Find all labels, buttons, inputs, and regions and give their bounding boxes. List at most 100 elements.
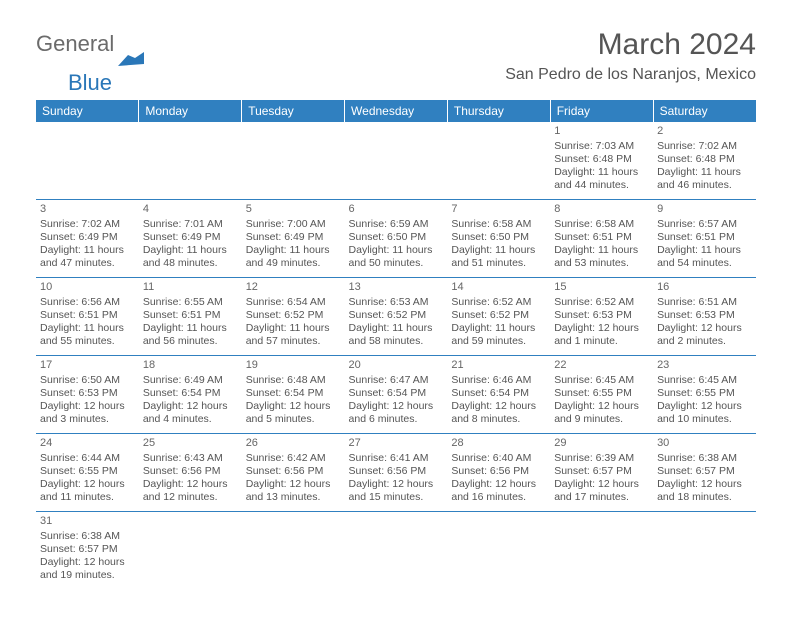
daylight-text: Daylight: 11 hours and 57 minutes. — [246, 322, 341, 348]
daylight-text: Daylight: 12 hours and 6 minutes. — [349, 400, 444, 426]
sunrise-text: Sunrise: 7:02 AM — [657, 140, 752, 153]
sunrise-text: Sunrise: 6:45 AM — [657, 374, 752, 387]
daylight-text: Daylight: 11 hours and 50 minutes. — [349, 244, 444, 270]
sunrise-text: Sunrise: 6:41 AM — [349, 452, 444, 465]
calendar-day-cell: 16Sunrise: 6:51 AMSunset: 6:53 PMDayligh… — [653, 278, 756, 356]
day-number: 20 — [349, 359, 444, 373]
calendar-empty-cell — [139, 512, 242, 590]
day-number: 7 — [451, 203, 546, 217]
calendar-day-cell: 11Sunrise: 6:55 AMSunset: 6:51 PMDayligh… — [139, 278, 242, 356]
day-number: 22 — [554, 359, 649, 373]
calendar-page: General Blue March 2024 San Pedro de los… — [0, 0, 792, 618]
day-number: 26 — [246, 437, 341, 451]
sunrise-text: Sunrise: 6:45 AM — [554, 374, 649, 387]
calendar-empty-cell — [447, 122, 550, 200]
day-number: 18 — [143, 359, 238, 373]
sunrise-text: Sunrise: 6:52 AM — [554, 296, 649, 309]
daylight-text: Daylight: 12 hours and 15 minutes. — [349, 478, 444, 504]
sunrise-text: Sunrise: 6:47 AM — [349, 374, 444, 387]
sunset-text: Sunset: 6:52 PM — [451, 309, 546, 322]
daylight-text: Daylight: 12 hours and 12 minutes. — [143, 478, 238, 504]
sunset-text: Sunset: 6:54 PM — [451, 387, 546, 400]
weekday-header: Sunday — [36, 100, 139, 122]
daylight-text: Daylight: 11 hours and 58 minutes. — [349, 322, 444, 348]
daylight-text: Daylight: 11 hours and 54 minutes. — [657, 244, 752, 270]
day-number: 8 — [554, 203, 649, 217]
daylight-text: Daylight: 12 hours and 2 minutes. — [657, 322, 752, 348]
weekday-header: Monday — [139, 100, 242, 122]
calendar-day-cell: 4Sunrise: 7:01 AMSunset: 6:49 PMDaylight… — [139, 200, 242, 278]
daylight-text: Daylight: 11 hours and 56 minutes. — [143, 322, 238, 348]
sunrise-text: Sunrise: 6:38 AM — [657, 452, 752, 465]
day-number: 3 — [40, 203, 135, 217]
daylight-text: Daylight: 12 hours and 9 minutes. — [554, 400, 649, 426]
daylight-text: Daylight: 11 hours and 59 minutes. — [451, 322, 546, 348]
calendar-day-cell: 8Sunrise: 6:58 AMSunset: 6:51 PMDaylight… — [550, 200, 653, 278]
daylight-text: Daylight: 11 hours and 44 minutes. — [554, 166, 649, 192]
calendar-day-cell: 29Sunrise: 6:39 AMSunset: 6:57 PMDayligh… — [550, 434, 653, 512]
daylight-text: Daylight: 12 hours and 3 minutes. — [40, 400, 135, 426]
weekday-header: Saturday — [653, 100, 756, 122]
calendar-empty-cell — [550, 512, 653, 590]
day-number: 5 — [246, 203, 341, 217]
day-number: 28 — [451, 437, 546, 451]
calendar-day-cell: 10Sunrise: 6:56 AMSunset: 6:51 PMDayligh… — [36, 278, 139, 356]
sunset-text: Sunset: 6:49 PM — [40, 231, 135, 244]
daylight-text: Daylight: 12 hours and 11 minutes. — [40, 478, 135, 504]
sunrise-text: Sunrise: 6:56 AM — [40, 296, 135, 309]
weekday-header: Tuesday — [242, 100, 345, 122]
sunset-text: Sunset: 6:51 PM — [554, 231, 649, 244]
sunrise-text: Sunrise: 6:52 AM — [451, 296, 546, 309]
calendar-day-cell: 14Sunrise: 6:52 AMSunset: 6:52 PMDayligh… — [447, 278, 550, 356]
calendar-day-cell: 31Sunrise: 6:38 AMSunset: 6:57 PMDayligh… — [36, 512, 139, 590]
sunset-text: Sunset: 6:49 PM — [246, 231, 341, 244]
sunrise-text: Sunrise: 6:43 AM — [143, 452, 238, 465]
day-number: 17 — [40, 359, 135, 373]
calendar-day-cell: 26Sunrise: 6:42 AMSunset: 6:56 PMDayligh… — [242, 434, 345, 512]
calendar-empty-cell — [653, 512, 756, 590]
sunrise-text: Sunrise: 6:53 AM — [349, 296, 444, 309]
day-number: 4 — [143, 203, 238, 217]
calendar-week-row: 10Sunrise: 6:56 AMSunset: 6:51 PMDayligh… — [36, 278, 756, 356]
daylight-text: Daylight: 12 hours and 5 minutes. — [246, 400, 341, 426]
calendar-day-cell: 5Sunrise: 7:00 AMSunset: 6:49 PMDaylight… — [242, 200, 345, 278]
sunset-text: Sunset: 6:51 PM — [657, 231, 752, 244]
calendar-day-cell: 13Sunrise: 6:53 AMSunset: 6:52 PMDayligh… — [345, 278, 448, 356]
day-number: 24 — [40, 437, 135, 451]
calendar-table: SundayMondayTuesdayWednesdayThursdayFrid… — [36, 100, 756, 590]
sunrise-text: Sunrise: 6:38 AM — [40, 530, 135, 543]
calendar-day-cell: 6Sunrise: 6:59 AMSunset: 6:50 PMDaylight… — [345, 200, 448, 278]
calendar-day-cell: 17Sunrise: 6:50 AMSunset: 6:53 PMDayligh… — [36, 356, 139, 434]
daylight-text: Daylight: 12 hours and 16 minutes. — [451, 478, 546, 504]
flag-icon — [118, 52, 144, 78]
sunrise-text: Sunrise: 7:01 AM — [143, 218, 238, 231]
weekday-header: Wednesday — [345, 100, 448, 122]
sunset-text: Sunset: 6:53 PM — [657, 309, 752, 322]
calendar-day-cell: 3Sunrise: 7:02 AMSunset: 6:49 PMDaylight… — [36, 200, 139, 278]
day-number: 31 — [40, 515, 135, 529]
day-number: 25 — [143, 437, 238, 451]
day-number: 29 — [554, 437, 649, 451]
daylight-text: Daylight: 11 hours and 49 minutes. — [246, 244, 341, 270]
daylight-text: Daylight: 11 hours and 46 minutes. — [657, 166, 752, 192]
daylight-text: Daylight: 12 hours and 19 minutes. — [40, 556, 135, 582]
calendar-day-cell: 22Sunrise: 6:45 AMSunset: 6:55 PMDayligh… — [550, 356, 653, 434]
daylight-text: Daylight: 11 hours and 47 minutes. — [40, 244, 135, 270]
sunset-text: Sunset: 6:54 PM — [143, 387, 238, 400]
sunrise-text: Sunrise: 6:58 AM — [554, 218, 649, 231]
daylight-text: Daylight: 11 hours and 51 minutes. — [451, 244, 546, 270]
sunset-text: Sunset: 6:48 PM — [554, 153, 649, 166]
logo-text: General Blue — [36, 34, 114, 94]
sunset-text: Sunset: 6:49 PM — [143, 231, 238, 244]
sunrise-text: Sunrise: 6:50 AM — [40, 374, 135, 387]
sunrise-text: Sunrise: 6:49 AM — [143, 374, 238, 387]
day-number: 30 — [657, 437, 752, 451]
sunrise-text: Sunrise: 7:00 AM — [246, 218, 341, 231]
calendar-empty-cell — [345, 122, 448, 200]
sunset-text: Sunset: 6:56 PM — [246, 465, 341, 478]
sunset-text: Sunset: 6:54 PM — [246, 387, 341, 400]
sunrise-text: Sunrise: 6:48 AM — [246, 374, 341, 387]
sunset-text: Sunset: 6:54 PM — [349, 387, 444, 400]
calendar-day-cell: 20Sunrise: 6:47 AMSunset: 6:54 PMDayligh… — [345, 356, 448, 434]
sunset-text: Sunset: 6:48 PM — [657, 153, 752, 166]
